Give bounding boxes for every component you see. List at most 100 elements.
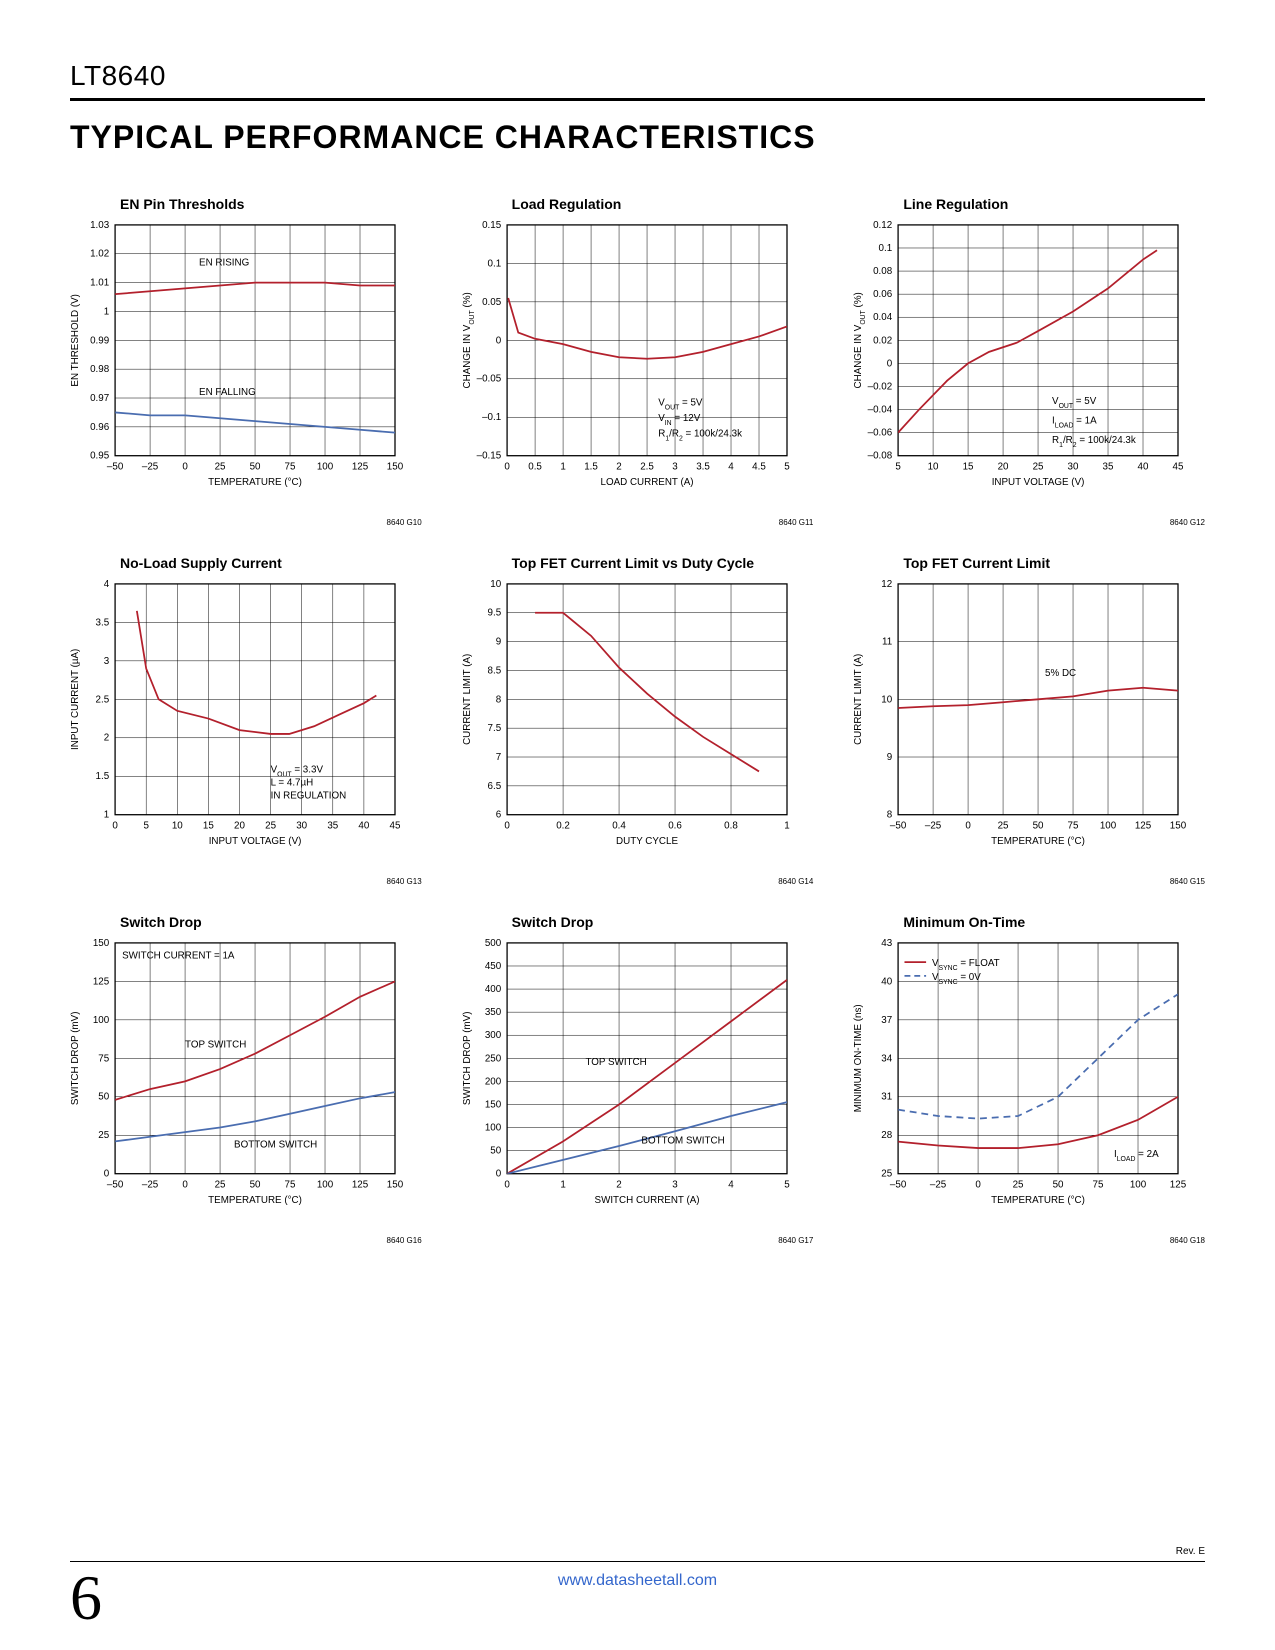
figure-id: 8640 G11: [779, 518, 814, 527]
svg-text:2.5: 2.5: [640, 461, 654, 472]
svg-text:2: 2: [104, 733, 109, 744]
chart-grid: EN Pin Thresholds–50–2502550751001251500…: [70, 196, 1205, 1213]
svg-text:75: 75: [285, 1179, 296, 1190]
svg-text:–50: –50: [107, 461, 124, 472]
svg-text:25: 25: [998, 820, 1009, 831]
svg-text:0: 0: [495, 335, 501, 346]
svg-text:–0.15: –0.15: [476, 451, 501, 462]
svg-text:LOAD CURRENT (A): LOAD CURRENT (A): [600, 477, 693, 488]
svg-text:0: 0: [504, 1179, 510, 1190]
svg-text:–0.05: –0.05: [476, 374, 501, 385]
svg-text:EN THRESHOLD (V): EN THRESHOLD (V): [70, 294, 81, 387]
svg-text:25: 25: [265, 820, 276, 831]
svg-text:5: 5: [784, 1179, 790, 1190]
svg-text:28: 28: [882, 1130, 893, 1141]
svg-text:0.02: 0.02: [873, 335, 892, 346]
part-number: LT8640: [70, 60, 1205, 101]
svg-text:25: 25: [215, 461, 226, 472]
svg-text:30: 30: [296, 820, 307, 831]
svg-text:0.05: 0.05: [482, 297, 502, 308]
svg-text:L = 4.7µH: L = 4.7µH: [271, 777, 314, 788]
svg-text:4.5: 4.5: [752, 461, 766, 472]
svg-text:25: 25: [882, 1169, 893, 1180]
svg-text:0: 0: [182, 461, 188, 472]
svg-text:100: 100: [317, 1179, 334, 1190]
svg-text:0.1: 0.1: [879, 243, 893, 254]
plot-area: 00.511.522.533.544.55–0.15–0.1–0.0500.05…: [502, 220, 814, 495]
svg-text:100: 100: [1130, 1179, 1147, 1190]
svg-text:0.2: 0.2: [556, 820, 570, 831]
svg-text:5: 5: [784, 461, 790, 472]
svg-text:30: 30: [1068, 461, 1079, 472]
chart-g15: Top FET Current Limit–50–250255075100125…: [853, 555, 1205, 854]
svg-text:75: 75: [285, 461, 296, 472]
chart-g18: Minimum On-Time–50–250255075100125252831…: [853, 914, 1205, 1213]
svg-text:SWITCH DROP (mV): SWITCH DROP (mV): [70, 1012, 81, 1106]
svg-text:3.5: 3.5: [696, 461, 710, 472]
svg-text:5: 5: [143, 820, 149, 831]
svg-text:INPUT CURRENT (µA): INPUT CURRENT (µA): [70, 649, 81, 750]
plot-area: –50–25025507510012515089101112TEMPERATUR…: [893, 579, 1205, 854]
svg-text:0.1: 0.1: [487, 258, 501, 269]
svg-text:0.06: 0.06: [873, 289, 893, 300]
svg-text:6.5: 6.5: [487, 781, 501, 792]
svg-text:0.99: 0.99: [90, 335, 109, 346]
chart-g12: Line Regulation51015202530354045–0.08–0.…: [853, 196, 1205, 495]
svg-text:CURRENT LIMIT (A): CURRENT LIMIT (A): [461, 654, 472, 745]
chart-title: Minimum On-Time: [903, 914, 1205, 930]
svg-text:0: 0: [112, 820, 118, 831]
svg-text:IN REGULATION: IN REGULATION: [271, 791, 347, 802]
svg-text:TEMPERATURE (°C): TEMPERATURE (°C): [992, 836, 1086, 847]
svg-text:8: 8: [887, 810, 893, 821]
chart-g13: No-Load Supply Current051015202530354045…: [70, 555, 422, 854]
svg-text:1: 1: [560, 1179, 565, 1190]
chart-title: EN Pin Thresholds: [120, 196, 422, 212]
svg-text:SWITCH CURRENT (A): SWITCH CURRENT (A): [594, 1195, 699, 1206]
chart-title: No-Load Supply Current: [120, 555, 422, 571]
svg-text:125: 125: [93, 976, 110, 987]
chart-g14: Top FET Current Limit vs Duty Cycle 00.20…: [462, 555, 814, 854]
svg-text:25: 25: [1013, 1179, 1024, 1190]
svg-text:10: 10: [490, 579, 501, 590]
chart-g16: Switch Drop–50–2502550751001251500255075…: [70, 914, 422, 1213]
svg-text:75: 75: [98, 1053, 109, 1064]
plot-area: 00.20.40.60.8166.577.588.599.510DUTY CYC…: [502, 579, 814, 854]
svg-text:5: 5: [896, 461, 902, 472]
svg-text:150: 150: [484, 1099, 501, 1110]
plot-area: 05101520253035404511.522.533.54INPUT VOL…: [110, 579, 422, 854]
svg-text:TOP SWITCH: TOP SWITCH: [585, 1057, 646, 1068]
svg-text:–50: –50: [890, 1179, 907, 1190]
svg-text:100: 100: [317, 461, 334, 472]
svg-text:200: 200: [484, 1076, 501, 1087]
svg-text:31: 31: [882, 1092, 893, 1103]
svg-text:4: 4: [728, 1179, 734, 1190]
svg-text:0.08: 0.08: [873, 266, 893, 277]
figure-id: 8640 G12: [1170, 518, 1205, 527]
svg-text:1.5: 1.5: [584, 461, 598, 472]
chart-title: Load Regulation: [512, 196, 814, 212]
svg-text:TEMPERATURE (°C): TEMPERATURE (°C): [208, 477, 302, 488]
svg-text:2: 2: [616, 461, 621, 472]
svg-text:34: 34: [882, 1053, 893, 1064]
svg-text:1: 1: [104, 306, 109, 317]
svg-text:0.6: 0.6: [668, 820, 682, 831]
svg-text:3.5: 3.5: [96, 617, 110, 628]
svg-text:125: 125: [352, 461, 369, 472]
svg-text:SWITCH DROP (mV): SWITCH DROP (mV): [461, 1012, 472, 1106]
svg-text:100: 100: [484, 1123, 501, 1134]
svg-text:15: 15: [963, 461, 974, 472]
svg-text:10: 10: [882, 694, 893, 705]
svg-text:9.5: 9.5: [487, 608, 501, 619]
svg-text:–0.02: –0.02: [868, 381, 893, 392]
svg-text:INPUT VOLTAGE (V): INPUT VOLTAGE (V): [992, 477, 1085, 488]
footer-link[interactable]: www.datasheetall.com: [558, 1572, 717, 1590]
revision-label: Rev. E: [1176, 1546, 1205, 1557]
svg-text:125: 125: [352, 1179, 369, 1190]
plot-area: 51015202530354045–0.08–0.06–0.04–0.0200.…: [893, 220, 1205, 495]
chart-title: Top FET Current Limit vs Duty Cycle: [512, 555, 814, 571]
svg-text:DUTY CYCLE: DUTY CYCLE: [616, 836, 678, 847]
svg-text:125: 125: [1170, 1179, 1187, 1190]
svg-text:1: 1: [560, 461, 565, 472]
svg-text:3: 3: [672, 1179, 678, 1190]
svg-text:0: 0: [104, 1169, 110, 1180]
